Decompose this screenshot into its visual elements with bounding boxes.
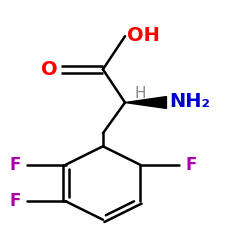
Text: O: O	[41, 60, 57, 79]
Text: F: F	[186, 156, 197, 174]
Text: F: F	[9, 192, 20, 210]
Text: OH: OH	[126, 26, 160, 44]
Text: H: H	[134, 86, 146, 101]
Polygon shape	[125, 96, 166, 108]
Text: F: F	[9, 156, 20, 174]
Text: NH₂: NH₂	[170, 92, 210, 111]
